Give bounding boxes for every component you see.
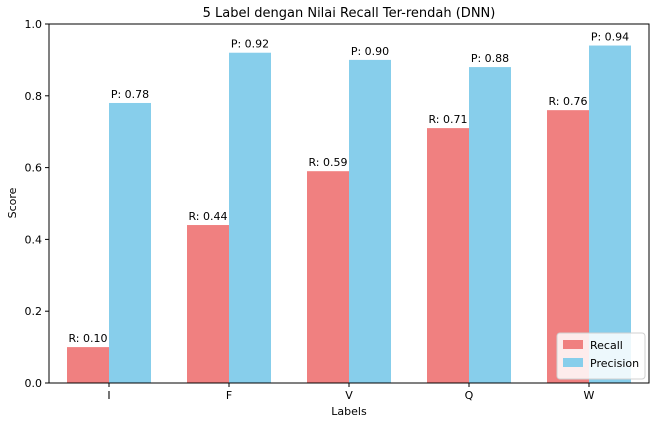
bar-precision: [349, 59, 391, 384]
bar-value-label: P: 0.88: [471, 52, 509, 65]
bar-recall: [187, 225, 229, 383]
bar-value-label: P: 0.78: [111, 88, 149, 101]
y-tick-label: 1.0: [25, 18, 43, 31]
chart-title: 5 Label dengan Nilai Recall Ter-rendah (…: [203, 6, 496, 21]
bar-recall: [307, 171, 349, 383]
bar-precision: [589, 45, 631, 383]
y-tick-label: 0.2: [25, 305, 43, 318]
bar-value-label: P: 0.92: [231, 38, 269, 51]
bar-value-label: R: 0.10: [69, 332, 108, 345]
bar-recall: [427, 128, 469, 383]
y-tick-label: 0.0: [25, 377, 43, 390]
x-tick-label: W: [584, 389, 595, 402]
chart-marks: 0.0 0.2 0.4 0.6 0.8 1.0 R: 0.10 P: 0.78 I R: 0.44…: [25, 18, 646, 402]
bar-value-label: P: 0.90: [351, 45, 389, 58]
x-axis-label: Labels: [331, 405, 367, 418]
bar-recall: [67, 347, 109, 383]
y-tick-label: 0.8: [25, 90, 43, 103]
bar-value-label: R: 0.59: [309, 156, 348, 169]
bar-precision: [109, 102, 151, 383]
y-axis-label: Score: [6, 187, 19, 218]
legend-label: Recall: [590, 339, 623, 352]
x-tick-label: F: [226, 389, 232, 402]
legend-swatch-precision: [563, 358, 583, 367]
bar-value-label: R: 0.44: [189, 210, 228, 223]
bar-value-label: R: 0.71: [429, 113, 468, 126]
x-tick-label: V: [345, 389, 353, 402]
bar-value-label: P: 0.94: [591, 31, 629, 44]
y-tick-label: 0.6: [25, 162, 43, 175]
bar-value-label: R: 0.76: [549, 95, 588, 108]
legend-label: Precision: [590, 357, 639, 370]
y-tick-label: 0.4: [25, 233, 43, 246]
bar-precision: [229, 52, 271, 383]
x-tick-label: I: [107, 389, 110, 402]
plot-frame: [48, 23, 650, 384]
x-tick-label: Q: [465, 389, 474, 402]
bar-precision: [469, 67, 511, 383]
legend-swatch-recall: [563, 340, 583, 349]
